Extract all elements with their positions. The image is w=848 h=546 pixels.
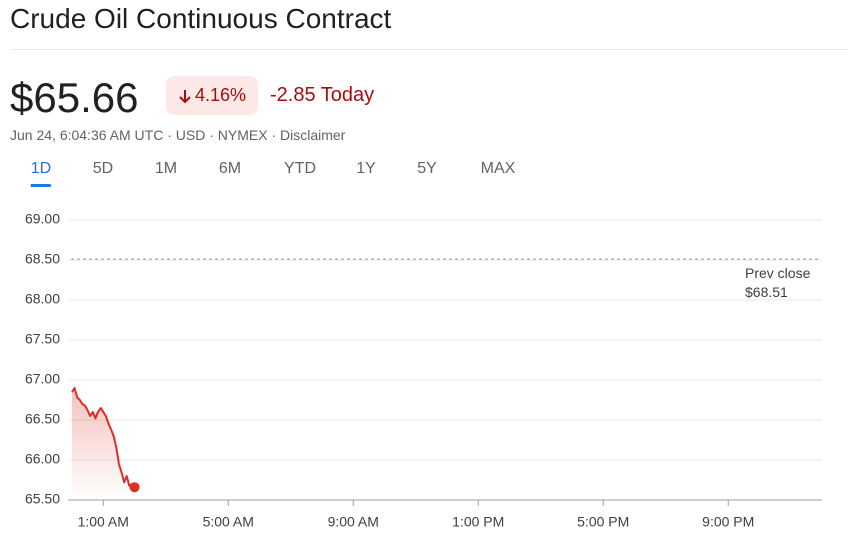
meta: Jun 24, 6:04:36 AM UTC · USD · NYMEX · D… xyxy=(10,127,345,143)
title: Crude Oil Continuous Contract xyxy=(10,3,392,34)
last-point xyxy=(129,482,140,493)
change: -2.85 Today xyxy=(270,84,375,106)
x-tick-label: 1:00 AM xyxy=(78,514,129,530)
x-tick-label: 9:00 PM xyxy=(702,514,754,530)
range-tab[interactable]: 5Y xyxy=(417,160,437,177)
line xyxy=(71,387,136,488)
range-tab[interactable]: 1M xyxy=(154,160,178,177)
meta-text: Jun 24, 6:04:36 AM UTC · USD · NYMEX · xyxy=(10,127,277,143)
disclaimer-link[interactable]: Disclaimer xyxy=(279,127,346,143)
prev-close-value: $68.51 xyxy=(745,284,788,300)
x-tick-label: 1:00 PM xyxy=(452,514,504,530)
y-tick-label: 67.00 xyxy=(25,371,60,387)
y-tick-label: 66.50 xyxy=(25,411,60,427)
x-tick-label: 9:00 AM xyxy=(328,514,379,530)
down-arrow-icon xyxy=(179,89,191,103)
change-percent-badge: 4.16% xyxy=(166,76,258,115)
price: $65.66 xyxy=(10,74,139,121)
area xyxy=(72,388,135,500)
range-tab[interactable]: 5D xyxy=(92,160,114,177)
range-tab[interactable]: 6M xyxy=(218,160,242,177)
y-tick-label: 68.00 xyxy=(25,291,60,307)
y-tick-label: 65.50 xyxy=(25,491,60,507)
x-tick-label: 5:00 PM xyxy=(577,514,629,530)
range-tab[interactable]: MAX xyxy=(480,160,516,177)
y-tick-label: 69.00 xyxy=(25,211,60,227)
range-tab[interactable]: 1Y xyxy=(356,160,376,177)
y-tick-label: 67.50 xyxy=(25,331,60,347)
range-tab[interactable]: YTD xyxy=(284,160,316,177)
x-tick-label: 5:00 AM xyxy=(203,514,254,530)
y-tick-label: 66.00 xyxy=(25,451,60,467)
change-percent: 4.16% xyxy=(194,85,247,105)
prev-close-label: Prev close xyxy=(745,265,811,281)
separator xyxy=(10,49,848,50)
y-tick-label: 68.50 xyxy=(25,251,60,267)
range-tab[interactable]: 1D xyxy=(30,160,52,187)
